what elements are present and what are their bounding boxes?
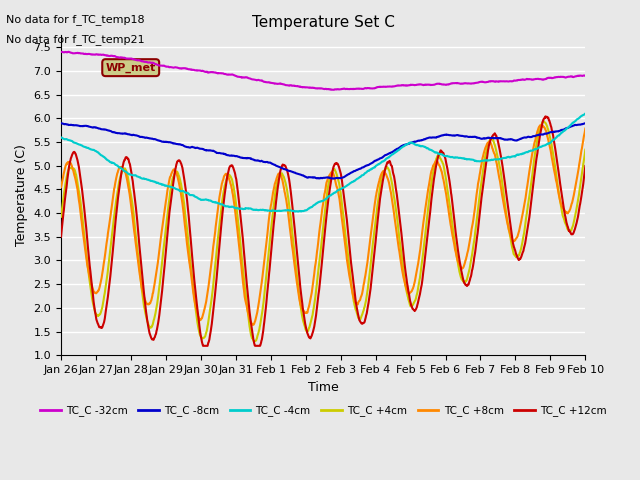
Text: No data for f_TC_temp21: No data for f_TC_temp21 [6, 34, 145, 45]
Legend: TC_C -32cm, TC_C -8cm, TC_C -4cm, TC_C +4cm, TC_C +8cm, TC_C +12cm: TC_C -32cm, TC_C -8cm, TC_C -4cm, TC_C +… [36, 401, 611, 420]
Title: Temperature Set C: Temperature Set C [252, 15, 395, 30]
Y-axis label: Temperature (C): Temperature (C) [15, 144, 28, 246]
X-axis label: Time: Time [308, 381, 339, 394]
Text: No data for f_TC_temp18: No data for f_TC_temp18 [6, 14, 145, 25]
Text: WP_met: WP_met [106, 62, 156, 73]
